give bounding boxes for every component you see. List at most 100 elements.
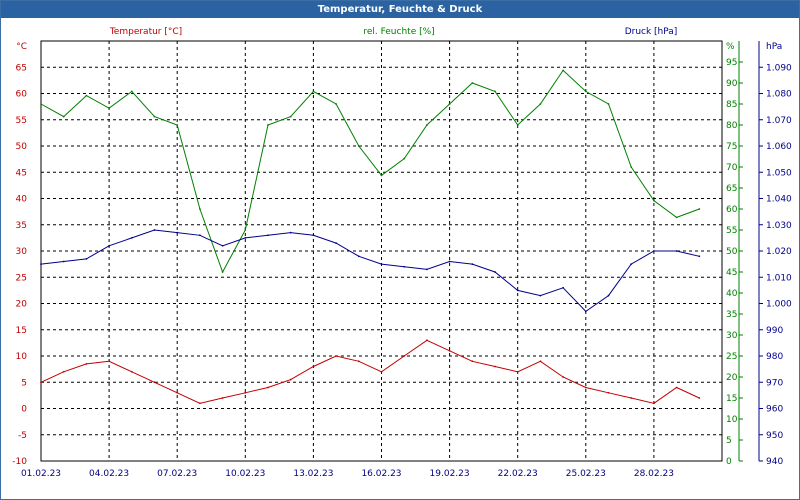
temperature-data-point: [653, 402, 655, 405]
temperature-tick-label: 25: [16, 273, 27, 283]
pressure-data-point: [176, 231, 179, 234]
temperature-data-point: [426, 339, 428, 342]
humidity-tick-label: 70: [726, 163, 738, 173]
temperature-data-point: [221, 397, 224, 399]
x-tick-label: 04.02.23: [89, 469, 129, 479]
temperature-axis-title: Temperatur [°C]: [109, 27, 182, 37]
temperature-tick-label: 15: [16, 326, 27, 336]
pressure-data-point: [539, 294, 542, 297]
x-tick-label: 19.02.23: [430, 469, 470, 479]
x-tick-label: 16.02.23: [361, 469, 401, 479]
x-tick-label: 28.02.23: [634, 469, 674, 479]
humidity-data-point: [403, 157, 406, 160]
humidity-data-point: [199, 208, 201, 210]
humidity-tick-label: 65: [726, 184, 737, 194]
pressure-data-point: [221, 244, 224, 247]
humidity-data-point: [221, 271, 224, 273]
temperature-data-point: [471, 360, 474, 363]
pressure-data-point: [199, 234, 201, 237]
x-tick-label: 22.02.23: [498, 469, 538, 479]
humidity-data-point: [289, 115, 292, 118]
pressure-tick-label: 1.040: [766, 195, 792, 205]
humidity-data-point: [471, 82, 474, 84]
humidity-tick-label: 80: [726, 121, 738, 131]
temperature-tick-label: -10: [12, 457, 27, 467]
pressure-data-point: [403, 265, 406, 268]
humidity-data-point: [607, 103, 610, 105]
temperature-tick-label: 35: [16, 221, 27, 231]
humidity-data-point: [335, 103, 337, 105]
pressure-tick-label: 1.090: [766, 63, 792, 73]
humidity-data-point: [108, 107, 110, 110]
pressure-tick-label: 980: [766, 352, 783, 362]
temperature-tick-label: 65: [16, 63, 27, 73]
temperature-data-point: [494, 365, 496, 368]
temperature-data-point: [312, 365, 315, 368]
humidity-data-point: [448, 103, 451, 105]
pressure-tick-label: 1.020: [766, 247, 792, 257]
temperature-data-point: [153, 381, 156, 384]
temperature-data-point: [267, 386, 269, 389]
x-tick-label: 01.02.23: [21, 469, 61, 479]
humidity-unit: %: [726, 42, 735, 52]
temperature-data-point: [562, 376, 564, 378]
temperature-tick-label: 55: [16, 116, 27, 126]
pressure-data-point: [516, 289, 519, 292]
humidity-data-point: [562, 69, 564, 72]
temperature-tick-label: 20: [16, 300, 28, 310]
pressure-data-point: [108, 244, 110, 247]
temperature-unit: °C: [16, 42, 27, 52]
temperature-tick-label: 10: [16, 352, 28, 362]
temperature-data-point: [516, 370, 519, 373]
temperature-tick-label: 45: [16, 168, 27, 178]
humidity-data-point: [40, 103, 42, 105]
humidity-data-point: [312, 90, 315, 93]
temperature-tick-label: 50: [16, 142, 28, 152]
pressure-tick-label: 1.050: [766, 168, 792, 178]
pressure-data-point: [244, 236, 247, 239]
humidity-tick-label: 55: [726, 226, 737, 236]
humidity-tick-label: 60: [726, 205, 738, 215]
temperature-data-point: [584, 386, 587, 389]
humidity-tick-label: 95: [726, 58, 737, 68]
humidity-data-point: [426, 124, 428, 126]
pressure-data-point: [153, 229, 156, 231]
temperature-data-point: [85, 362, 88, 365]
temperature-data-point: [698, 397, 701, 399]
humidity-data-point: [62, 115, 65, 118]
x-tick-label: 10.02.23: [225, 469, 265, 479]
humidity-data-point: [539, 103, 542, 105]
humidity-tick-label: 15: [726, 394, 737, 404]
temperature-data-point: [199, 402, 201, 405]
humidity-tick-label: 25: [726, 352, 737, 362]
temperature-data-point: [630, 397, 633, 399]
humidity-tick-label: 35: [726, 310, 737, 320]
temperature-data-point: [335, 355, 337, 357]
pressure-unit: hPa: [766, 42, 782, 52]
temperature-tick-label: 0: [21, 405, 27, 415]
humidity-data-point: [357, 145, 360, 147]
humidity-tick-label: 10: [726, 415, 738, 425]
pressure-tick-label: 1.070: [766, 116, 792, 126]
pressure-data-point: [630, 263, 633, 266]
x-tick-label: 13.02.23: [293, 469, 333, 479]
temperature-tick-label: 5: [21, 378, 27, 388]
humidity-tick-label: 90: [726, 79, 738, 89]
temperature-tick-label: 60: [16, 90, 28, 100]
humidity-data-point: [584, 90, 587, 93]
chart-title: Temperatur, Feuchte & Druck: [1, 1, 799, 18]
pressure-tick-label: 940: [766, 457, 783, 467]
pressure-data-point: [653, 250, 655, 252]
pressure-tick-label: 1.030: [766, 221, 792, 231]
pressure-tick-label: 1.010: [766, 273, 792, 283]
pressure-data-point: [698, 255, 701, 258]
humidity-tick-label: 45: [726, 268, 737, 278]
temperature-data-point: [176, 391, 179, 394]
pressure-data-point: [312, 234, 315, 237]
temperature-data-point: [108, 360, 110, 363]
temperature-series-line: [40, 339, 700, 404]
pressure-tick-label: 1.000: [766, 300, 792, 310]
humidity-tick-label: 5: [726, 436, 732, 446]
